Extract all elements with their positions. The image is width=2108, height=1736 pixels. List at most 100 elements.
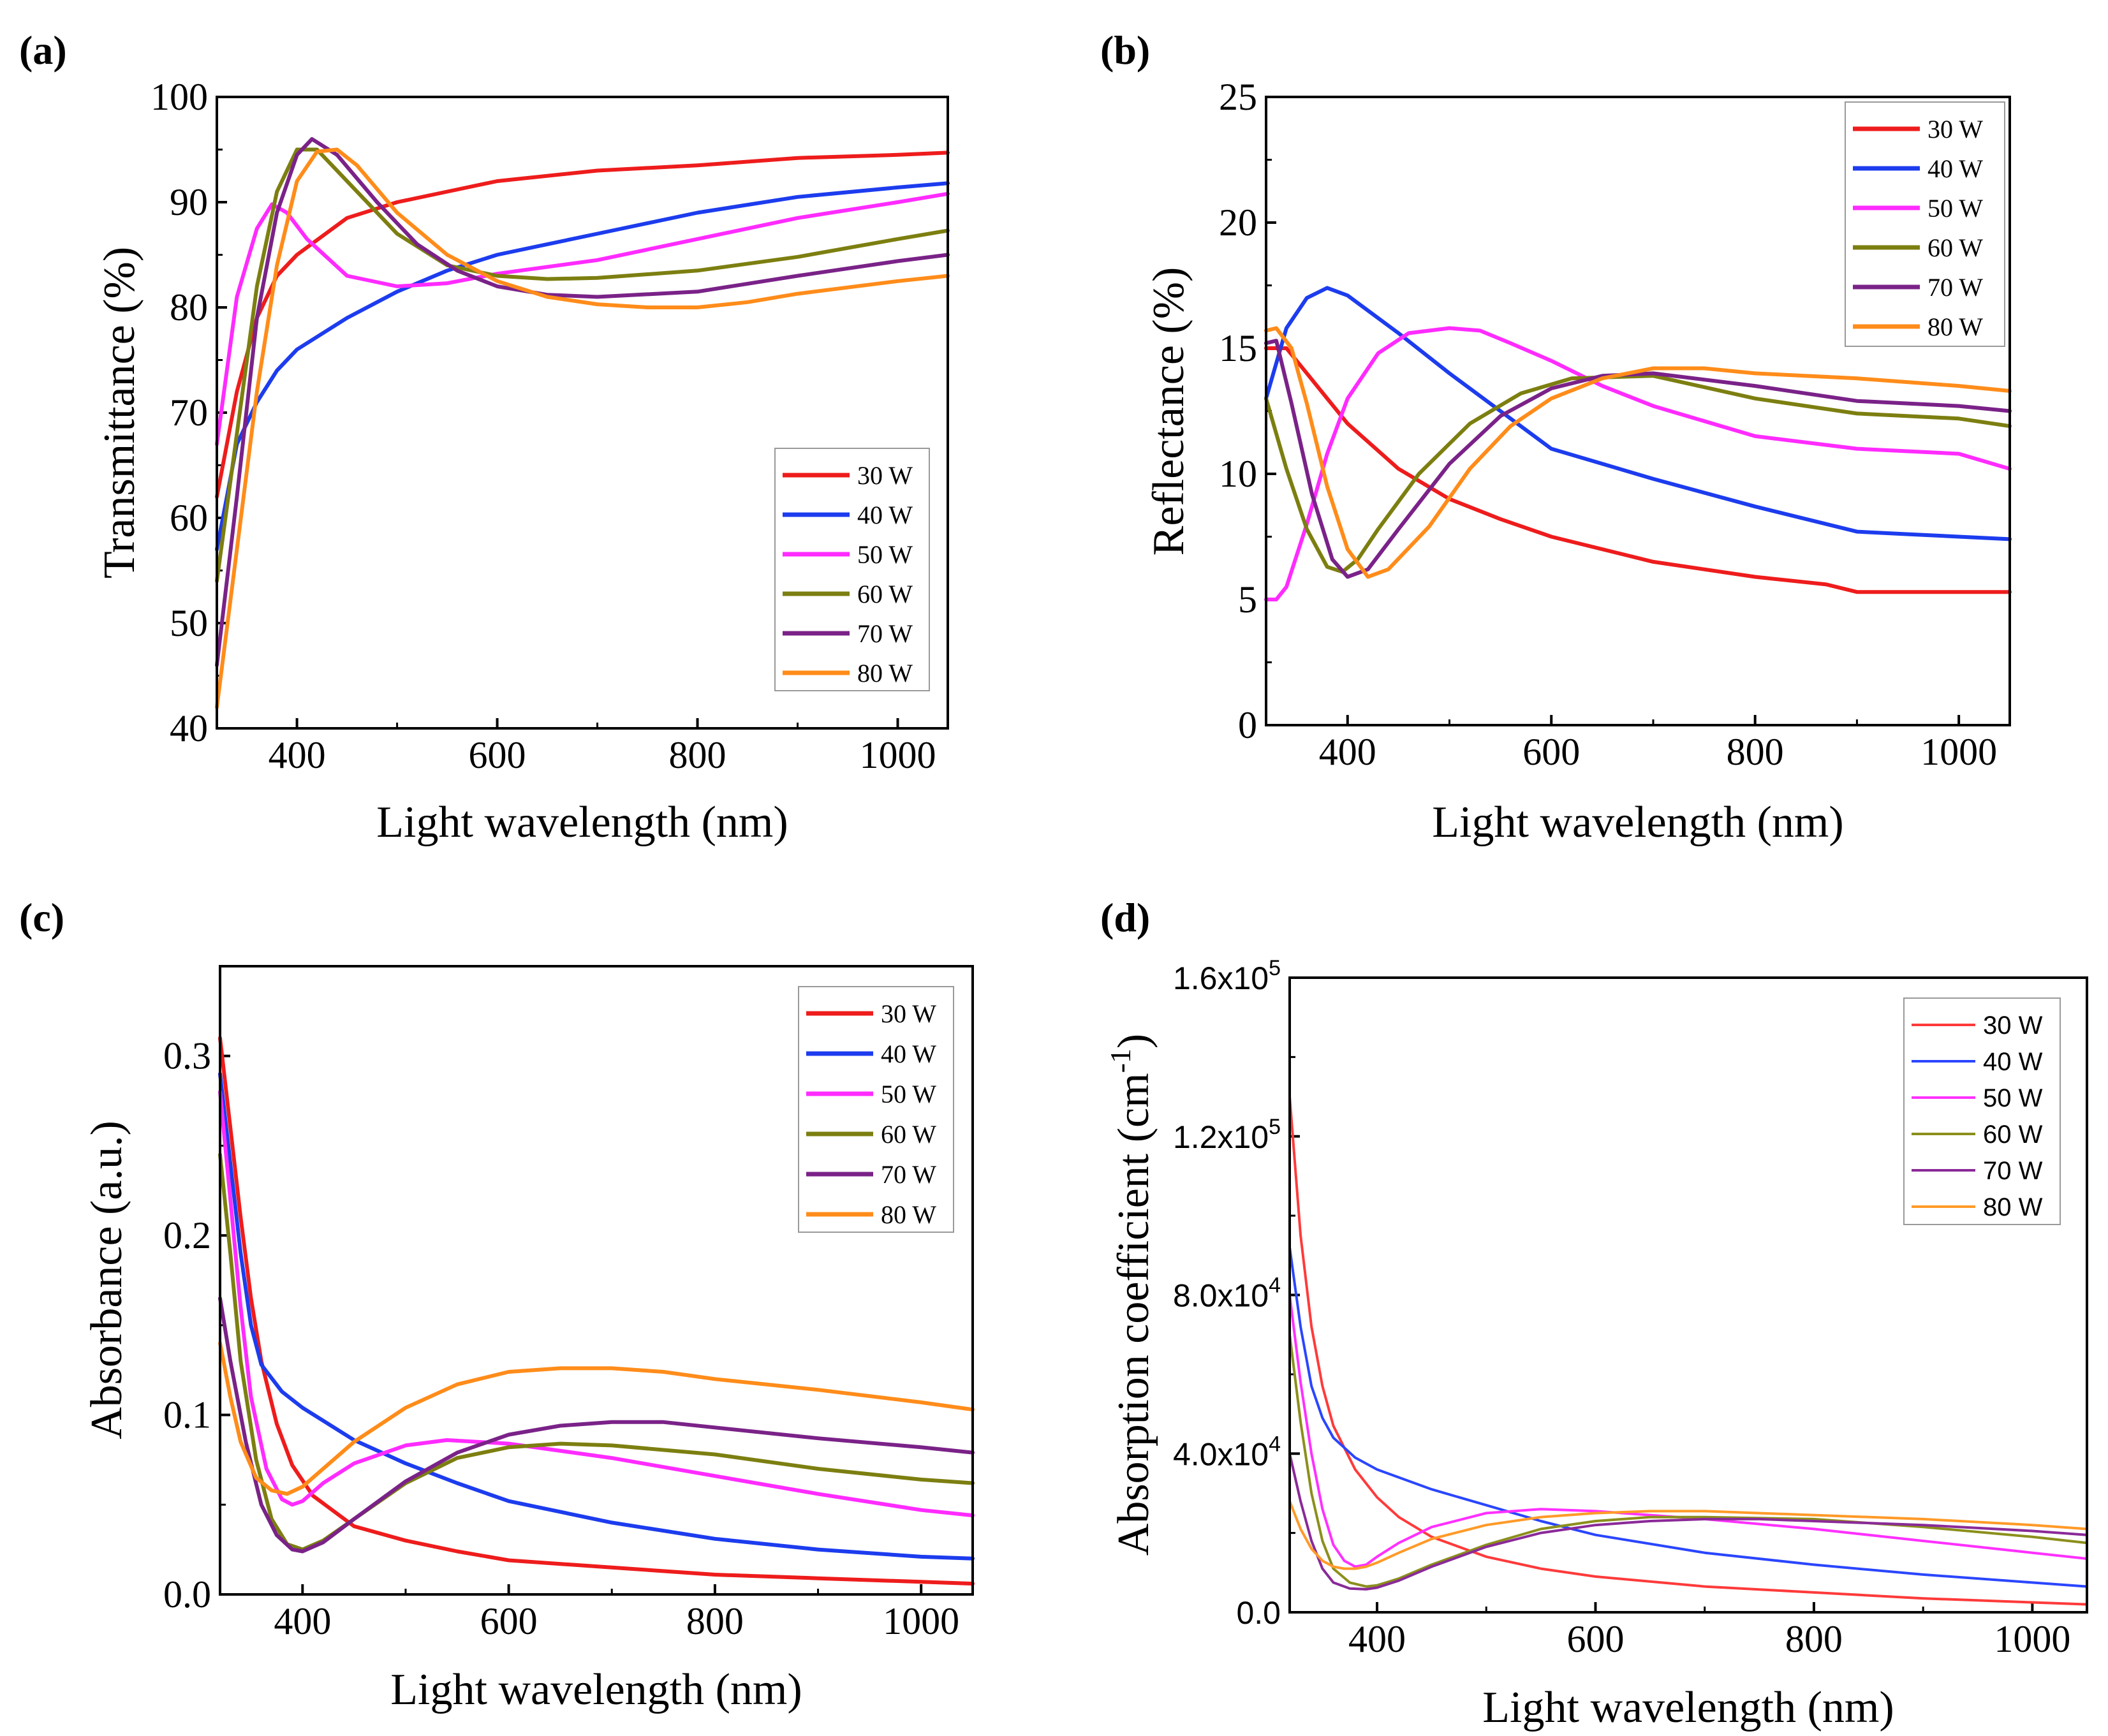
panel-d-series <box>1288 1095 2088 1606</box>
legend-label: 50 W <box>881 1080 936 1108</box>
x-tick-label: 400 <box>1348 1618 1406 1660</box>
legend-label: 70 W <box>881 1160 936 1189</box>
panel-a-series <box>215 137 950 709</box>
y-tick-label: 1.2x105 <box>1173 1115 1281 1155</box>
panel-a-ticks: 400 600 800 1000 40 50 60 70 80 90 100 <box>151 76 936 776</box>
legend-label: 60 W <box>1983 1121 2043 1149</box>
series-line-50w <box>215 191 950 446</box>
y-tick-label: 60 <box>170 497 208 539</box>
series-line-30w <box>1264 346 2012 594</box>
panel-d-ticks: 400 600 800 10000.04.0x1048.0x1041.2x1051.6… <box>1173 956 2070 1660</box>
x-tick-label: 1000 <box>883 1600 959 1642</box>
panel-a-legend: 30 W 40 W 50 W 60 W 70 W 80 W <box>774 448 930 691</box>
series-line-60w <box>1264 374 2012 574</box>
y-tick-exponent: 4 <box>1269 1432 1281 1456</box>
x-tick-label: 1000 <box>860 734 936 776</box>
y-tick-label: 1.6x105 <box>1173 956 1281 996</box>
y-tick-label: 50 <box>170 602 208 644</box>
legend-label: 30 W <box>857 461 913 490</box>
series-line-70w <box>215 137 950 667</box>
x-tick-label: 600 <box>469 734 526 776</box>
y-tick-label: 10 <box>1219 453 1257 495</box>
y-tick-mantissa: 8.0x10 <box>1173 1278 1269 1314</box>
series-line-60w <box>1288 1333 2088 1588</box>
y-tick-label: 15 <box>1219 327 1257 369</box>
y-tick-exponent: 4 <box>1269 1274 1281 1298</box>
x-tick-label: 800 <box>686 1600 744 1642</box>
panel-a-x-axis-title: Light wavelength (nm) <box>376 798 788 847</box>
legend-label: 60 W <box>857 580 913 608</box>
panel-a-plot-area: 400 600 800 1000 40 50 60 70 80 90 100 <box>151 76 950 776</box>
panel-b-x-axis-title: Light wavelength (nm) <box>1432 798 1843 847</box>
series-line-30w <box>215 151 950 499</box>
y-tick-label: 0.3 <box>163 1035 211 1077</box>
series-line-70w <box>1288 1452 2088 1591</box>
panel-c-legend-box <box>798 986 954 1233</box>
panel-c-plot-area: 400 600 800 1000 0.0 0.1 0.2 0.3 <box>163 965 975 1642</box>
panel-d-legend-box <box>1903 997 2061 1225</box>
panel-c-absorbance: (c) 400 600 800 1000 0.0 0.1 0.2 0.3 Light wave… <box>19 895 975 1714</box>
panel-d-y-axis-title-close: ) <box>1109 1034 1158 1048</box>
y-tick-label: 8.0x104 <box>1173 1274 1281 1314</box>
legend-label: 40 W <box>1983 1048 2043 1076</box>
panel-c-ticks: 400 600 800 1000 0.0 0.1 0.2 0.3 <box>163 1035 959 1642</box>
y-tick-label: 0.1 <box>163 1394 211 1436</box>
legend-label: 30 W <box>881 999 936 1028</box>
series-line-80w <box>1288 1499 2088 1570</box>
panel-b-reflectance: (b) 400 600 800 1000 0 5 10 15 20 25 Light wavele… <box>1100 27 2012 847</box>
x-tick-label: 800 <box>1727 731 1784 773</box>
panel-b-label: (b) <box>1100 27 1150 73</box>
legend-label: 30 W <box>1927 115 1983 143</box>
legend-label: 40 W <box>1927 154 1983 183</box>
panel-d-y-axis-title-main: Absorption coefficient (cm <box>1109 1073 1158 1556</box>
x-tick-label: 1000 <box>1920 731 1997 773</box>
legend-label: 30 W <box>1983 1011 2043 1040</box>
y-tick-exponent: 5 <box>1269 1115 1281 1139</box>
y-tick-label: 20 <box>1219 202 1257 244</box>
y-tick-label: 80 <box>170 286 208 328</box>
series-line-80w <box>1264 326 2012 579</box>
y-tick-mantissa: 1.6x10 <box>1173 960 1269 996</box>
series-line-50w <box>218 1090 975 1518</box>
y-tick-label: 0.2 <box>163 1214 211 1256</box>
panel-d-x-axis-title: Light wavelength (nm) <box>1482 1683 1894 1732</box>
legend-label: 70 W <box>857 619 913 648</box>
legend-label: 50 W <box>1983 1084 2043 1112</box>
panel-d-label: (d) <box>1100 895 1150 940</box>
y-tick-exponent: 5 <box>1269 956 1281 980</box>
panel-b-series <box>1264 286 2012 601</box>
y-tick-label: 100 <box>151 76 208 118</box>
x-tick-label: 1000 <box>1994 1618 2070 1660</box>
series-line-40w <box>1288 1246 2088 1588</box>
panel-a-label: (a) <box>19 27 67 73</box>
legend-label: 70 W <box>1927 273 1983 302</box>
series-line-70w <box>218 1296 975 1554</box>
x-tick-label: 400 <box>1319 731 1376 773</box>
series-line-40w <box>215 181 950 552</box>
series-line-40w <box>1264 286 2012 541</box>
series-line-40w <box>218 1071 975 1561</box>
panel-b-frame <box>1265 96 2011 726</box>
series-line-30w <box>1288 1095 2088 1606</box>
legend-label: 50 W <box>1927 194 1983 223</box>
panel-d-y-axis-title-sup: -1 <box>1104 1048 1137 1073</box>
legend-label: 80 W <box>1927 313 1983 341</box>
panel-a-frame <box>216 96 949 730</box>
panel-c-series <box>218 1036 975 1586</box>
panel-a-y-axis-title: Transmittance (%) <box>95 247 144 578</box>
series-line-30w <box>218 1036 975 1586</box>
panel-c-y-axis-title: Absorbance (a.u.) <box>82 1121 131 1439</box>
legend-label: 50 W <box>857 540 913 569</box>
panel-d-absorption-coefficient: (d) 400 600 800 10000.04.0x1048.0x1041.2x10… <box>1100 895 2088 1732</box>
y-tick-label: 0.0 <box>163 1573 211 1615</box>
legend-label: 80 W <box>857 659 913 688</box>
legend-label: 80 W <box>881 1200 936 1229</box>
panel-c-legend: 30 W 40 W 50 W 60 W 70 W 80 W <box>798 986 954 1233</box>
legend-label: 80 W <box>1983 1193 2043 1221</box>
series-line-70w <box>1264 339 2012 579</box>
y-tick-label: 70 <box>170 392 208 434</box>
series-line-50w <box>1288 1293 2088 1568</box>
x-tick-label: 600 <box>1566 1618 1624 1660</box>
y-tick-mantissa: 0.0 <box>1236 1595 1281 1631</box>
x-tick-label: 400 <box>274 1600 331 1642</box>
